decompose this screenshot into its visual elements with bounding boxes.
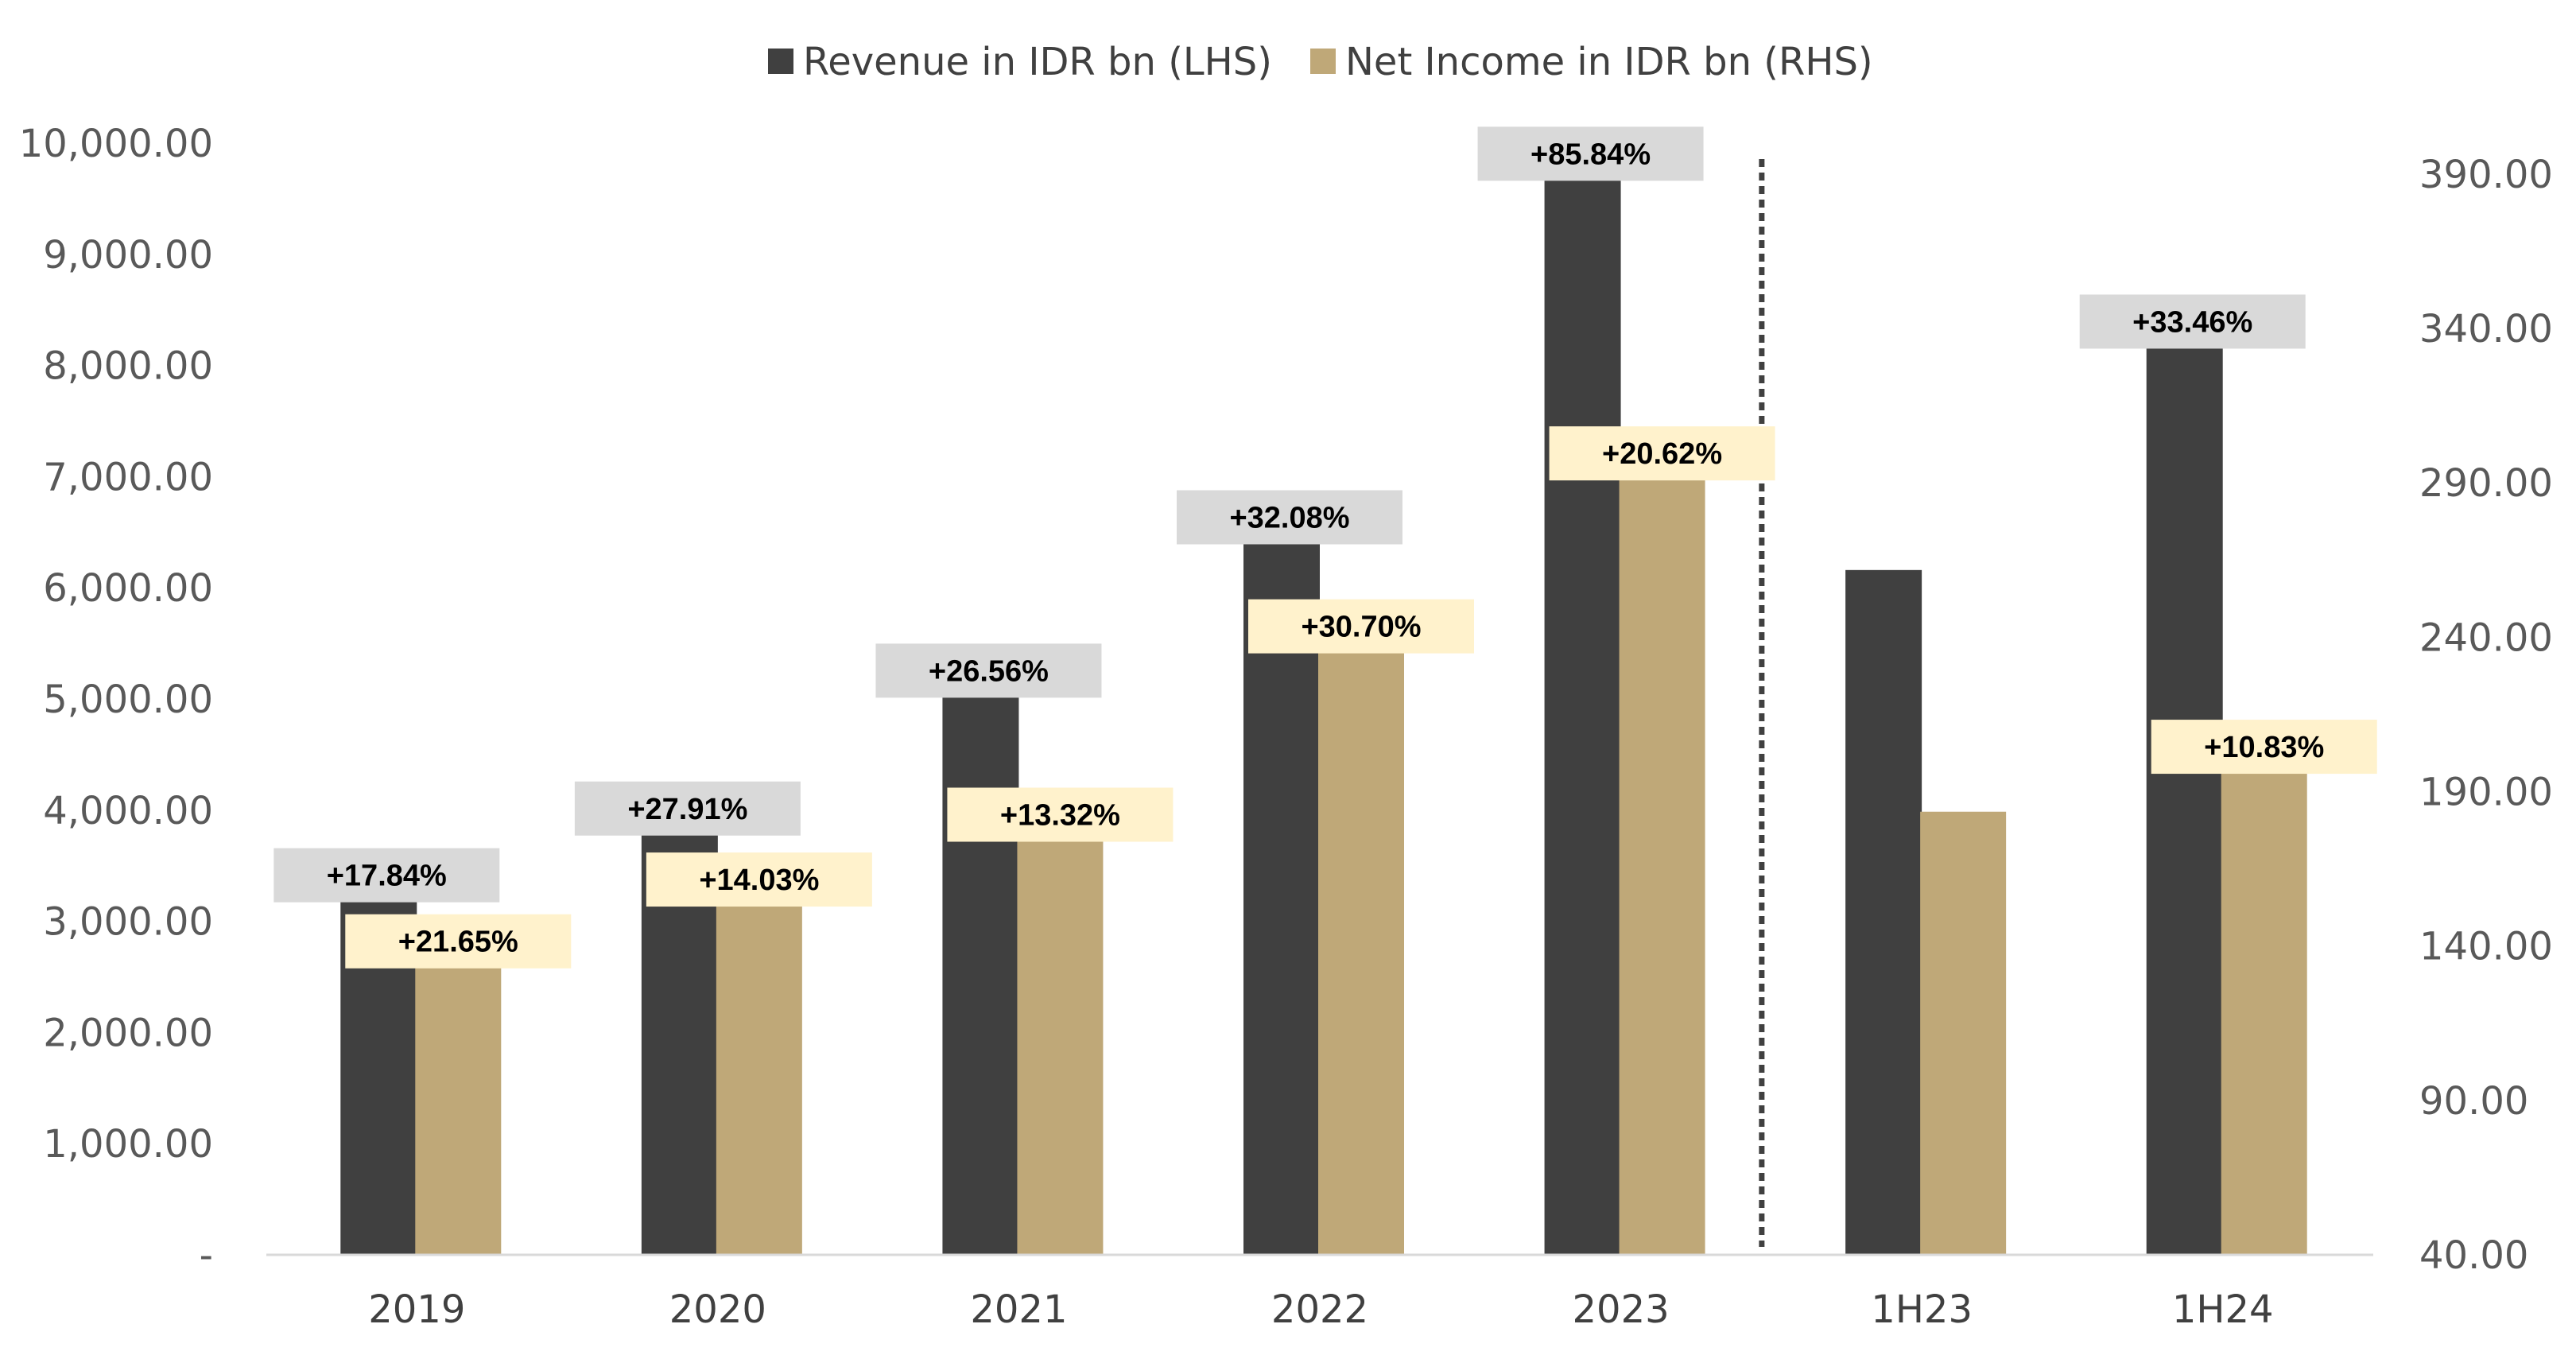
net-income-growth-label: +20.62% [1602,437,1722,471]
revenue-growth-label: +27.91% [627,793,747,826]
category-label: 1H23 [1871,1287,1973,1332]
left-axis-tick-label: 6,000.00 [43,566,213,611]
revenue-growth-label: +32.08% [1229,501,1349,534]
left-axis-tick-label: 7,000.00 [43,455,213,499]
category-label: 2023 [1572,1287,1669,1332]
revenue-growth-label-box [274,848,500,903]
net-income-bar [1318,629,1404,1255]
left-axis-tick-label: 8,000.00 [43,344,213,389]
net-income-growth-label: +21.65% [398,926,518,959]
net-income-growth-label: +14.03% [699,864,819,897]
legend-label-net-income: Net Income in IDR bn (RHS) [1345,40,1873,84]
net-income-bar [2221,750,2307,1255]
category-label: 2022 [1271,1287,1368,1332]
left-axis-tick-label: 9,000.00 [43,233,213,278]
revenue-bar [2146,345,2223,1255]
left-axis-tick-label: 4,000.00 [43,789,213,833]
legend-swatch-net-income [1310,49,1336,74]
right-axis-tick-label: 90.00 [2419,1079,2528,1124]
category-label: 2020 [669,1287,766,1332]
net-income-growth-label-box [1549,426,1775,481]
revenue-bar [1544,177,1621,1255]
net-income-bar [716,883,802,1255]
revenue-bar [942,694,1019,1255]
legend-label-revenue: Revenue in IDR bn (LHS) [803,40,1272,84]
revenue-growth-label-box [2079,294,2306,349]
left-axis-tick-label: - [200,1233,213,1278]
revenue-growth-label: +26.56% [929,654,1049,688]
left-axis-tick-label: 10,000.00 [19,122,213,166]
revenue-growth-label-box [875,643,1102,698]
left-axis-tick-label: 2,000.00 [43,1011,213,1055]
right-axis-tick-label: 40.00 [2419,1233,2528,1278]
category-label: 1H24 [2172,1287,2274,1332]
right-axis-tick-label: 140.00 [2419,925,2553,969]
right-axis-tick-label: 340.00 [2419,307,2553,351]
revenue-growth-label-box [1477,126,1704,181]
revenue-growth-label: +33.46% [2132,305,2252,339]
revenue-growth-label-box [574,781,801,836]
net-income-growth-label-box [947,787,1174,842]
net-income-growth-label-box [1248,599,1474,654]
right-axis-tick-label: 190.00 [2419,771,2553,815]
revenue-bar [1845,569,1922,1255]
right-axis-tick-label: 390.00 [2419,153,2553,197]
revenue-growth-label: +17.84% [327,860,447,893]
left-axis-tick-label: 1,000.00 [43,1122,213,1167]
net-income-growth-label: +10.83% [2204,731,2324,764]
right-axis-tick-label: 240.00 [2419,615,2553,660]
category-label: 2019 [368,1287,465,1332]
net-income-growth-label: +30.70% [1301,611,1421,644]
category-label: 2021 [970,1287,1067,1332]
revenue-growth-label-box [1177,490,1402,545]
net-income-bar [1017,817,1104,1255]
legend-swatch-revenue [768,49,793,74]
net-income-growth-label-box [345,914,572,969]
net-income-bar [1619,456,1705,1255]
revenue-bar [1243,541,1320,1255]
net-income-growth-label-box [646,852,872,907]
net-income-growth-label-box [2151,720,2377,775]
net-income-growth-label: +13.32% [1000,799,1120,833]
left-axis-tick-label: 3,000.00 [43,900,213,945]
revenue-growth-label: +85.84% [1530,138,1651,171]
net-income-bar [415,944,502,1255]
right-axis-tick-label: 290.00 [2419,461,2553,506]
left-axis-tick-label: 5,000.00 [43,678,213,722]
net-income-bar [1920,811,2007,1255]
